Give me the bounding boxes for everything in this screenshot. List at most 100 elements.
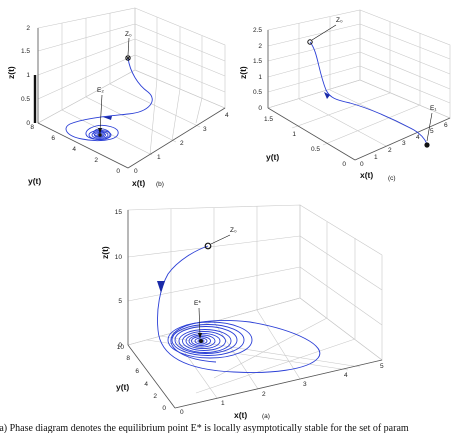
- panel-c-z-tick: 1: [258, 74, 262, 81]
- panel-b-start-pointer: [127, 37, 130, 56]
- panel-a-ring: [188, 334, 216, 348]
- panel-b-z-tick: 0: [26, 120, 30, 127]
- panel-b: 0 0.5 1 1.5 2 0 2 4 6 8 0 1 2 3 4 z(t) y…: [6, 7, 229, 188]
- panel-a-z-label: z(t): [100, 246, 110, 259]
- panel-c-x-tick: 1: [374, 154, 378, 161]
- panel-c-y-tick-labels: 0 0.5 1 1.5: [264, 116, 346, 168]
- panel-a-x-label: x(t): [234, 410, 247, 420]
- panel-a-x-axis: [174, 359, 383, 409]
- panel-b-y-tick: 2: [94, 157, 98, 164]
- panel-a-direction-arrow: [157, 281, 165, 293]
- panel-b-gridlines: [37, 13, 226, 156]
- panel-c-z-tick: 0: [258, 105, 262, 112]
- panel-a-ring: [182, 331, 226, 351]
- panel-b-equilibrium-pointer: [99, 94, 103, 132]
- panel-b-start-marker: [125, 55, 131, 61]
- panel-c-equilibrium-label: E₁: [430, 105, 437, 112]
- panel-c-trajectory: [309, 41, 428, 145]
- panel-b-pointer-head: [98, 128, 102, 134]
- panel-c-y-tick: 0.5: [311, 146, 320, 153]
- panel-b-x-tick: 4: [225, 112, 229, 119]
- panel-c-x-tick: 5: [430, 128, 434, 135]
- panel-a-z-tick: 5: [118, 298, 122, 305]
- panel-c-z-tick: 2: [258, 43, 262, 50]
- panel-a-y-tick: 0: [162, 405, 166, 412]
- panel-a-y-axis: [127, 344, 176, 409]
- panel-c-y-tick: 0: [342, 161, 346, 168]
- panel-c-equilibrium-point: [424, 142, 430, 148]
- panel-a-ring: [167, 321, 253, 359]
- panel-c-y-label: y(t): [266, 152, 279, 162]
- panel-c-gridlines: [267, 17, 451, 147]
- panel-b-trajectory: [65, 57, 153, 142]
- panel-a-floor: [127, 297, 383, 409]
- panel-a-x-tick: 4: [344, 372, 348, 379]
- panel-b-y-label: y(t): [28, 176, 41, 186]
- panel-c-x-tick: 2: [388, 147, 392, 154]
- panel-a-y-label: y(t): [116, 382, 129, 392]
- panel-c-start-label: Z₀: [336, 17, 343, 24]
- panel-c-x-label: x(t): [360, 170, 373, 180]
- panel-b-z-tick: 0.5: [21, 96, 30, 103]
- panel-a-x-tick-labels: 0 1 2 3 4 5: [180, 363, 384, 416]
- panel-a-side-wall: [299, 204, 383, 361]
- panel-a-y-tick: 6: [135, 368, 139, 375]
- panel-c-y-tick: 1.5: [264, 116, 273, 123]
- panel-b-x-tick-labels: 0 1 2 3 4: [134, 112, 229, 175]
- panel-c-x-tick: 4: [416, 134, 420, 141]
- panel-c-z-tick: 2.5: [253, 27, 262, 34]
- panel-b-y-tick: 6: [51, 135, 55, 142]
- panel-b-back-wall: [37, 7, 136, 124]
- panel-c: 0 0.5 1 1.5 2 2.5 0 0.5 1 1.5 0 1 2 3 4 …: [238, 9, 451, 182]
- panel-c-back-wall: [267, 9, 361, 109]
- panel-c-z-tick: 1.5: [253, 58, 262, 65]
- panel-c-x-tick: 0: [360, 161, 364, 168]
- panel-b-x-tick: 1: [157, 154, 161, 161]
- panel-b-equilibrium-label: E₂: [97, 87, 104, 94]
- panel-a-start-marker: [204, 242, 212, 250]
- panel-a-ring: [191, 336, 211, 346]
- panel-c-x-tick: 3: [402, 140, 406, 147]
- panel-b-y-tick: 8: [30, 124, 34, 131]
- panel-a-equilibrium-label: E*: [194, 300, 201, 307]
- panel-b-x-label: x(t): [132, 178, 145, 188]
- panel-a: 0 5 10 15 0 2 4 6 8 10 0 1 2 3 4 5 z(t) …: [100, 204, 384, 420]
- panel-c-equilibrium-pointer: [426, 112, 433, 142]
- panel-a-ring: [194, 337, 208, 345]
- panel-b-y-tick: 4: [72, 146, 76, 153]
- panel-a-ring: [185, 332, 221, 350]
- panel-c-direction-arrow: [324, 92, 330, 99]
- panel-b-equilibrium-point: [98, 133, 102, 137]
- panel-b-y-tick: 0: [116, 168, 120, 175]
- panel-b-start-label: Z₀: [125, 31, 132, 38]
- panel-a-z-tick: 15: [115, 209, 123, 216]
- panel-c-panel-label: (c): [388, 175, 396, 182]
- panel-a-y-tick: 4: [144, 381, 148, 388]
- panel-b-panel-label: (b): [156, 181, 164, 188]
- panel-b-z-tick-labels: 0 0.5 1 1.5 2: [21, 25, 30, 127]
- panel-a-z-tick-labels: 0 5 10 15: [115, 209, 123, 349]
- panel-a-start-label: Z₀: [230, 227, 237, 234]
- panel-b-x-axis: [127, 107, 226, 169]
- panel-a-x-tick: 2: [262, 391, 266, 398]
- panel-a-pointer-head: [198, 333, 202, 339]
- panel-b-y-tick-labels: 0 2 4 6 8: [30, 124, 120, 175]
- panel-a-start-pointer: [210, 234, 231, 245]
- panel-a-spiral-rings: [167, 321, 253, 359]
- panel-a-equilibrium-pointer: [198, 307, 201, 337]
- panel-a-z-tick: 10: [115, 254, 123, 261]
- panel-c-side-wall: [359, 9, 451, 119]
- panel-b-x-tick: 2: [180, 140, 184, 147]
- panel-a-y-tick-labels: 0 2 4 6 8 10: [117, 344, 167, 412]
- panel-a-x-tick: 1: [221, 400, 225, 407]
- figure-caption: (a) Phase diagram denotes the equilibriu…: [0, 423, 409, 433]
- panel-a-y-tick: 2: [153, 393, 157, 400]
- panel-b-z-tick: 2: [26, 25, 30, 32]
- panel-c-start-marker: [307, 39, 313, 45]
- panel-c-z-tick-labels: 0 0.5 1 1.5 2 2.5: [253, 27, 262, 112]
- panel-b-z-tick: 1: [26, 72, 30, 79]
- panel-c-x-axis: [354, 117, 451, 161]
- panel-a-x-tick: 5: [380, 363, 384, 370]
- panel-c-y-tick: 1: [292, 131, 296, 138]
